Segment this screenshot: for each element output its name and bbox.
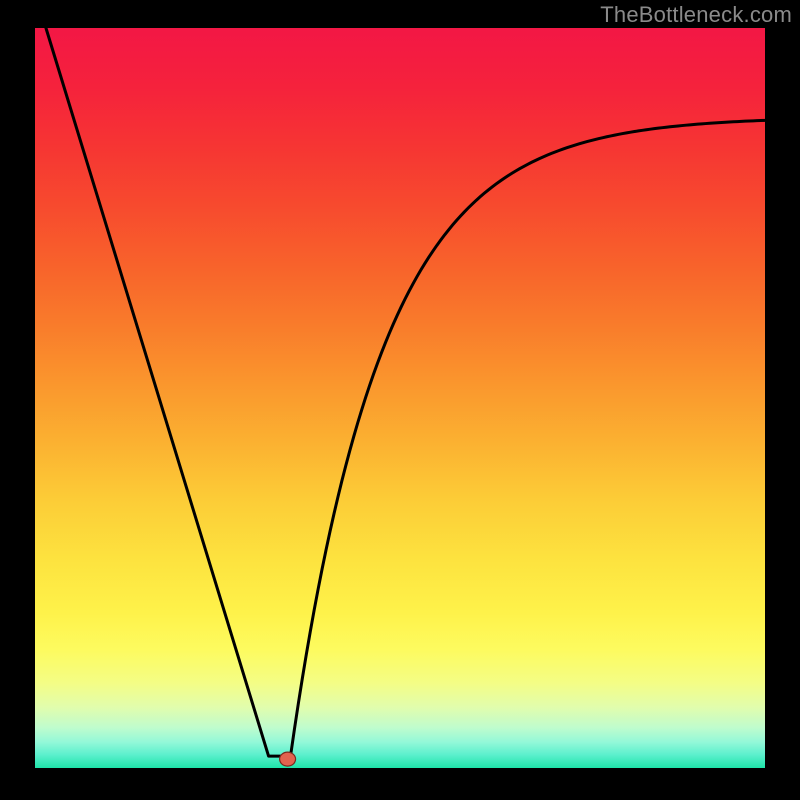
stage: TheBottleneck.com <box>0 0 800 800</box>
chart-svg <box>0 0 800 800</box>
plot-gradient-area <box>35 28 765 768</box>
watermark-text: TheBottleneck.com <box>600 2 792 28</box>
minimum-marker <box>280 752 296 766</box>
